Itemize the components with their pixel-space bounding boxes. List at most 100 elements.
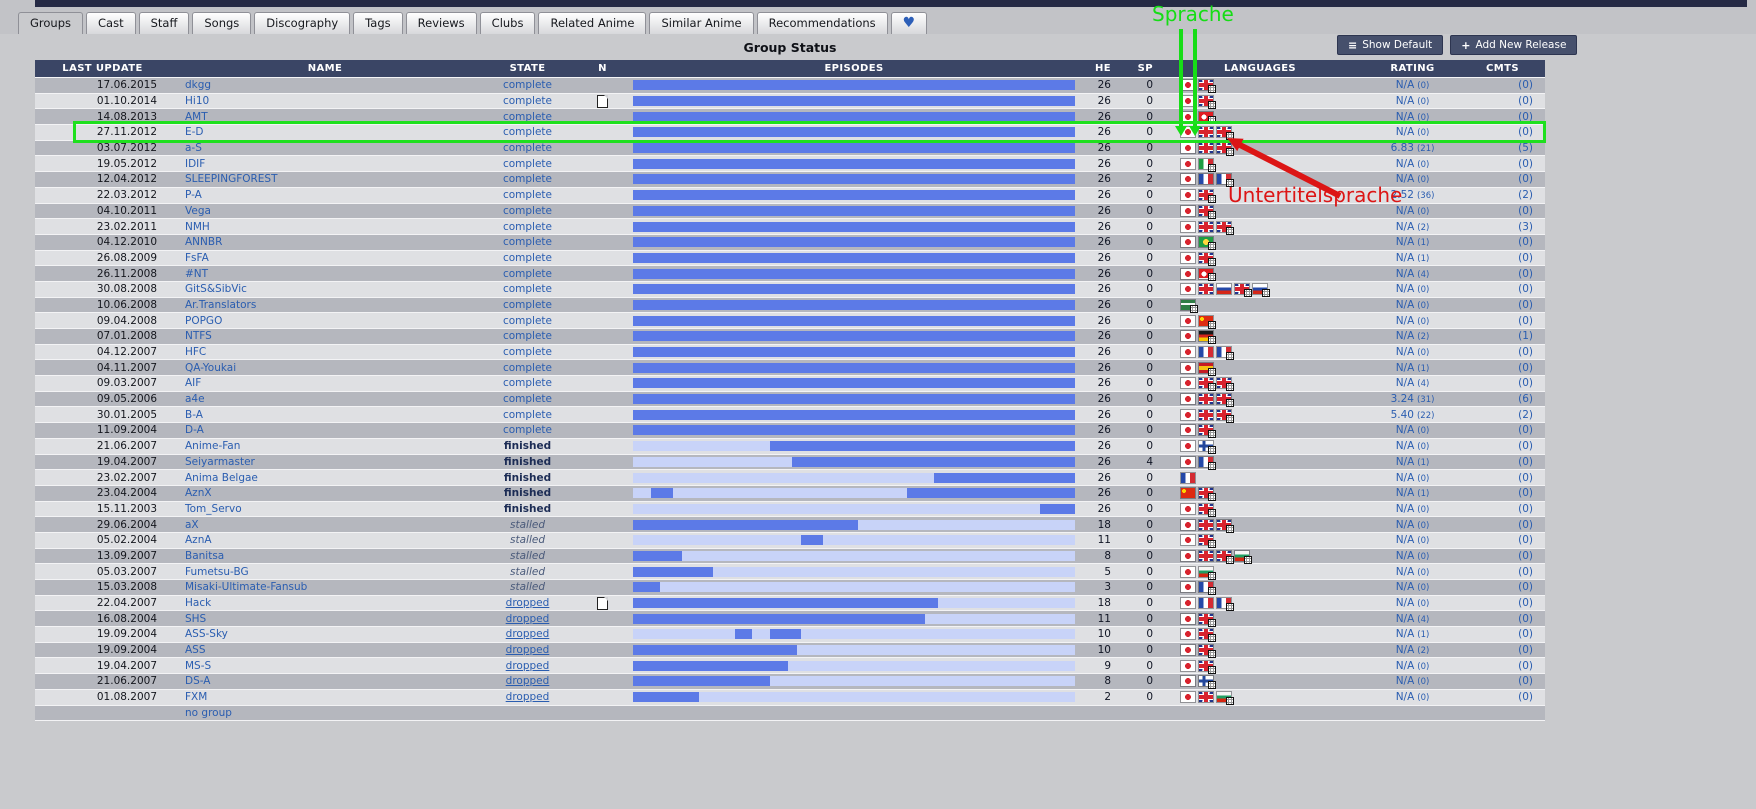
- group-name-link[interactable]: DS-A: [185, 675, 211, 688]
- tab-staff[interactable]: Staff: [138, 12, 190, 34]
- tab-cast[interactable]: Cast: [86, 12, 136, 34]
- state-label[interactable]: dropped: [505, 612, 550, 625]
- tab-discography[interactable]: Discography: [254, 12, 351, 34]
- group-name-link[interactable]: a4e: [185, 393, 205, 406]
- cell-episodes: [630, 566, 1078, 577]
- group-name-link[interactable]: FXM: [185, 691, 208, 704]
- tab-related-anime[interactable]: Related Anime: [538, 12, 647, 34]
- group-name-link[interactable]: SHS: [185, 612, 207, 625]
- tab-groups[interactable]: Groups: [18, 12, 84, 34]
- episodes-bar: [633, 425, 1075, 436]
- rating-value: N/A: [1395, 549, 1415, 562]
- group-name-link[interactable]: AMT: [185, 110, 208, 123]
- group-name-link[interactable]: GitS&SibVic: [185, 283, 247, 296]
- cell-languages: [1155, 598, 1365, 612]
- group-name-link[interactable]: AznA: [185, 534, 212, 547]
- state-label[interactable]: dropped: [505, 644, 550, 657]
- episodes-bar-segment: [633, 613, 925, 624]
- table-row-ax: 29.06.2004 aX stalled 18 0 N/A (0) (0): [35, 517, 1545, 533]
- group-name-link[interactable]: Anima Belgae: [185, 471, 258, 484]
- group-name-link[interactable]: Tom_Servo: [185, 502, 242, 515]
- episodes-bar-segment: [633, 394, 1075, 405]
- group-name-link[interactable]: AIF: [185, 377, 202, 390]
- group-name-link[interactable]: NMH: [185, 220, 210, 233]
- group-name-link[interactable]: Vega: [185, 204, 211, 217]
- group-name-link[interactable]: POPGO: [185, 314, 223, 327]
- cell-he: 26: [1097, 361, 1111, 374]
- file-note-icon[interactable]: [597, 596, 608, 610]
- group-name-link[interactable]: no group: [185, 706, 232, 719]
- group-name-link[interactable]: a-S: [185, 142, 202, 155]
- group-name-link[interactable]: Anime-Fan: [185, 440, 241, 453]
- show-default-button[interactable]: ≡ Show Default: [1337, 35, 1444, 55]
- cell-he: 26: [1097, 267, 1111, 280]
- group-name-link[interactable]: dkgg: [185, 79, 212, 92]
- group-name-link[interactable]: Banitsa: [185, 549, 225, 562]
- group-name-link[interactable]: Hack: [185, 597, 212, 610]
- group-name-link[interactable]: NTFS: [185, 330, 212, 343]
- group-name-link[interactable]: ASS-Sky: [185, 628, 228, 641]
- table-row-banitsa: 13.09.2007 Banitsa stalled 8 0 N/A (0) (0): [35, 548, 1545, 565]
- cell-sp: 0: [1146, 220, 1153, 233]
- rating-value: N/A: [1395, 157, 1415, 170]
- cell-last-update: 26.11.2008: [96, 267, 157, 280]
- group-name-link[interactable]: ASS: [185, 644, 206, 657]
- state-label: complete: [502, 110, 553, 123]
- table-row-annbr: 04.12.2010 ANNBR complete 26 0 N/A (1) (0): [35, 234, 1545, 251]
- tab-similar-anime[interactable]: Similar Anime: [649, 12, 754, 34]
- table-row-seiyarmaster: 19.04.2007 Seiyarmaster finished 26 4 N/A (1)(…: [35, 454, 1545, 471]
- cell-comments: (5): [1460, 142, 1545, 154]
- group-name-link[interactable]: D-A: [185, 424, 204, 437]
- add-new-release-button[interactable]: + Add New Release: [1450, 35, 1578, 55]
- group-name-link[interactable]: Misaki-Ultimate-Fansub: [185, 581, 308, 594]
- group-name-link[interactable]: Ar.Translators: [185, 298, 257, 311]
- group-name-link[interactable]: B-A: [185, 408, 203, 421]
- group-name-link[interactable]: FsFA: [185, 251, 209, 264]
- state-label[interactable]: dropped: [505, 628, 550, 641]
- group-name-link[interactable]: QA-Youkai: [185, 361, 237, 374]
- flag-uk-icon: [1199, 143, 1213, 154]
- group-name-link[interactable]: #NT: [185, 267, 209, 280]
- state-label: stalled: [510, 581, 545, 594]
- cell-state: stalled: [480, 581, 575, 593]
- tab-songs[interactable]: Songs: [192, 12, 252, 34]
- table-row-fsfa: 26.08.2009 FsFA complete 26 0 N/A (1) (0): [35, 250, 1545, 267]
- group-name-link[interactable]: AznX: [185, 487, 212, 500]
- group-name-link[interactable]: Seiyarmaster: [185, 455, 255, 468]
- cell-state: complete: [480, 346, 575, 358]
- flag-jp-icon: [1181, 629, 1195, 640]
- column-header-sp: SP: [1137, 63, 1153, 74]
- cell-episodes: [630, 315, 1078, 326]
- group-name-link[interactable]: ANNBR: [185, 236, 223, 249]
- state-label: complete: [502, 157, 553, 170]
- state-label[interactable]: dropped: [505, 675, 550, 688]
- cell-episodes: [630, 111, 1078, 122]
- tab-clubs[interactable]: Clubs: [479, 12, 536, 34]
- cell-episodes: [630, 456, 1078, 467]
- rating-value: N/A: [1395, 502, 1415, 515]
- file-note-icon[interactable]: [597, 94, 608, 108]
- group-name-link[interactable]: aX: [185, 518, 199, 531]
- tab-reviews[interactable]: Reviews: [405, 12, 477, 34]
- group-name-link[interactable]: Fumetsu-BG: [185, 565, 249, 578]
- tab-bar: Groups Cast Staff Songs Discography Tags Revie…: [18, 12, 930, 34]
- tab-favorites[interactable]: ♥: [890, 12, 928, 34]
- flag-jp-icon: [1181, 315, 1195, 326]
- cell-last-update: 03.07.2012: [96, 142, 157, 155]
- group-name-link[interactable]: P-A: [185, 189, 202, 202]
- group-name-link[interactable]: IDIF: [185, 157, 206, 170]
- group-name-link[interactable]: Hi10: [185, 95, 210, 108]
- state-label[interactable]: dropped: [505, 659, 550, 672]
- episodes-bar-segment: [633, 190, 1075, 201]
- flag-fr-icon: [1199, 598, 1213, 609]
- group-name-link[interactable]: MS-S: [185, 659, 212, 672]
- table-row-a4e: 09.05.2006 a4e complete 26 0 3.24 (31) (6): [35, 391, 1545, 408]
- state-label[interactable]: dropped: [505, 691, 550, 704]
- tab-tags[interactable]: Tags: [353, 12, 403, 34]
- group-name-link[interactable]: E-D: [185, 126, 204, 139]
- tab-recommendations[interactable]: Recommendations: [756, 12, 888, 34]
- group-name-link[interactable]: SLEEPINGFOREST: [185, 173, 278, 186]
- state-label[interactable]: dropped: [505, 597, 550, 610]
- cell-last-update: 22.04.2007: [96, 597, 157, 610]
- group-name-link[interactable]: HFC: [185, 346, 207, 359]
